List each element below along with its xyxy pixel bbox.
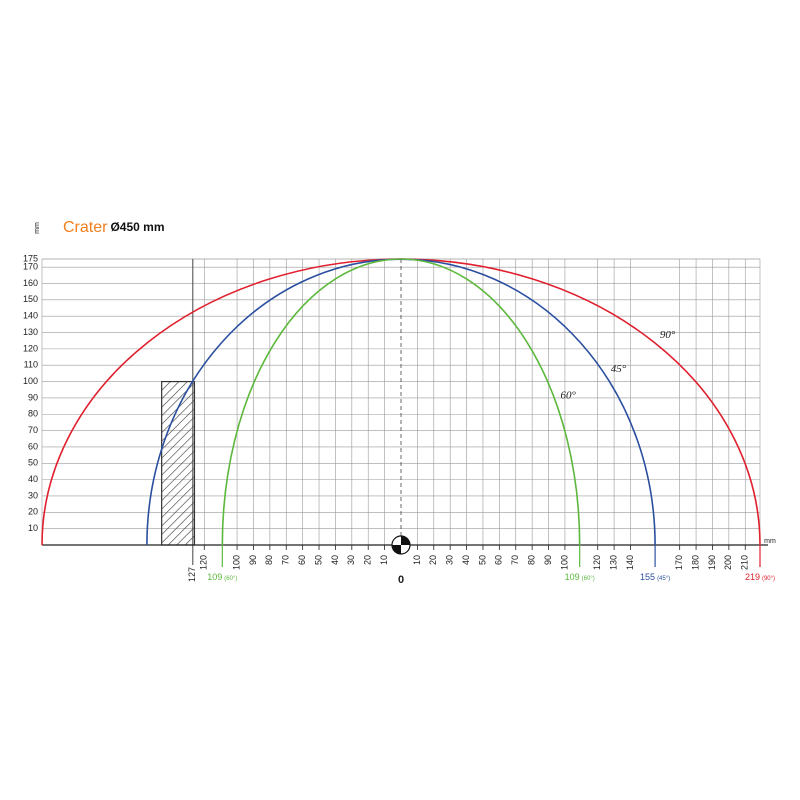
- x-tick-label: 10: [379, 555, 389, 565]
- y-tick-label: 40: [28, 474, 38, 484]
- edge-tick-label: 219 (90°): [745, 572, 775, 582]
- marker-quadrant: [401, 536, 410, 545]
- x-tick-label: 50: [313, 555, 323, 565]
- edge-tick-label: 109 (60°): [565, 572, 595, 582]
- x-tick-label: 180: [690, 555, 700, 570]
- x-tick-label: 70: [510, 555, 520, 565]
- origin-label: 0: [398, 574, 404, 586]
- y-tick-label: 130: [23, 327, 38, 337]
- x-tick-label: 90: [543, 555, 553, 565]
- title: Crater: [63, 219, 108, 236]
- x-tick-label: 130: [608, 555, 618, 570]
- edge-note: (45°): [657, 576, 670, 582]
- x-tick-label: 120: [199, 555, 209, 570]
- x-tick-label: 140: [625, 555, 635, 570]
- chart-title: Crater Ø450 mm: [63, 219, 164, 236]
- x-tick-label: 210: [740, 555, 750, 570]
- y-tick-label: 100: [23, 376, 38, 386]
- x-tick-label: 170: [674, 555, 684, 570]
- beam-curve: [221, 258, 581, 546]
- x-tick-label: 90: [248, 555, 258, 565]
- y-tick-label: 90: [28, 392, 38, 402]
- edge-tick-label: 109 (60°): [207, 572, 237, 582]
- series-label: 60°: [560, 390, 576, 402]
- x-tick-label: 40: [461, 555, 471, 565]
- x-tick-label: 100: [559, 555, 569, 570]
- y-tick-label: 150: [23, 294, 38, 304]
- edge-value: 109: [207, 572, 222, 582]
- y-axis-label: mm: [34, 222, 41, 234]
- x-tick-label: 20: [363, 555, 373, 565]
- x-tick-label: 50: [477, 555, 487, 565]
- marker-quadrant: [392, 545, 401, 554]
- marker-label: 127: [187, 567, 197, 582]
- y-tick-label: 20: [28, 507, 38, 517]
- x-tick-label: 80: [527, 555, 537, 565]
- x-tick-label: 30: [346, 555, 356, 565]
- series-label: 45°: [611, 363, 627, 375]
- x-tick-label: 120: [592, 555, 602, 570]
- x-tick-label: 80: [264, 555, 274, 565]
- y-tick-label: 60: [28, 441, 38, 451]
- x-tick-label: 40: [330, 555, 340, 565]
- x-tick-label: 70: [281, 555, 291, 565]
- x-tick-label: 190: [707, 555, 717, 570]
- y-tick-label: 160: [23, 278, 38, 288]
- origin-marker: [391, 535, 411, 555]
- y-tick-label: 175: [23, 253, 38, 263]
- y-tick-label: 120: [23, 343, 38, 353]
- x-tick-label: 60: [297, 555, 307, 565]
- edge-value: 109: [565, 572, 580, 582]
- x-tick-label: 30: [445, 555, 455, 565]
- x-axis-label: mm: [764, 538, 776, 545]
- edge-note: (60°): [224, 576, 237, 582]
- y-tick-label: 110: [24, 360, 38, 370]
- y-tick-label: 170: [23, 262, 38, 272]
- x-tick-label: 100: [231, 555, 241, 570]
- x-tick-label: 20: [428, 555, 438, 565]
- x-tick-label: 60: [494, 555, 504, 565]
- subtitle: Ø450 mm: [110, 220, 164, 234]
- edge-note: (90°): [762, 576, 775, 582]
- y-tick-label: 80: [28, 409, 38, 419]
- edge-tick-label: 155 (45°): [640, 572, 670, 582]
- edge-note: (60°): [582, 576, 595, 582]
- x-tick-label: 200: [723, 555, 733, 570]
- edge-value: 155: [640, 572, 655, 582]
- y-tick-label: 70: [28, 425, 38, 435]
- y-tick-label: 140: [23, 311, 38, 321]
- y-tick-label: 10: [28, 523, 38, 533]
- y-tick-label: 50: [28, 458, 38, 468]
- x-tick-label: 10: [412, 555, 422, 565]
- edge-value: 219: [745, 572, 760, 582]
- y-tick-label: 30: [28, 490, 38, 500]
- series-label: 90°: [660, 329, 676, 341]
